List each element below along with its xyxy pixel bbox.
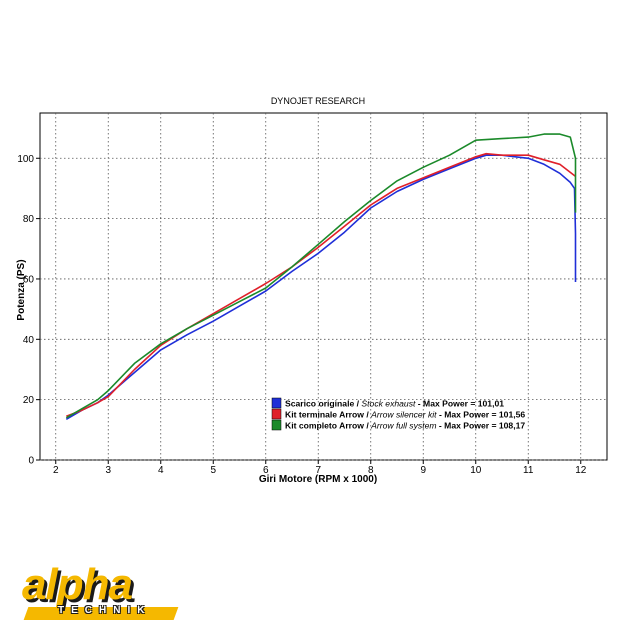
y-tick-label-100: 100	[17, 154, 34, 165]
plot-frame	[39, 112, 608, 461]
x-tick-label-12: 12	[575, 465, 587, 476]
legend-swatch-3	[271, 419, 282, 431]
series-line-2	[66, 152, 576, 417]
series-line-1	[65, 154, 577, 420]
y-tick-label-60: 60	[23, 274, 35, 285]
alpha-technik-logo: alpha TECHNIK	[16, 563, 186, 623]
y-axis-label: Potenza (PS)	[16, 259, 27, 320]
legend-label-3: Kit completo Arrow / Arrow full system -…	[285, 421, 525, 431]
series-line-3	[65, 133, 577, 419]
x-axis-label: Giri Motore (RPM x 1000)	[259, 474, 377, 485]
x-tick-label-7: 7	[315, 465, 321, 476]
x-tick-label-6: 6	[263, 465, 269, 476]
y-tick-label-0: 0	[28, 456, 34, 467]
x-tick-label-2: 2	[53, 465, 59, 476]
legend-swatch-1	[271, 397, 282, 409]
x-tick-label-5: 5	[210, 465, 216, 476]
logo-subtitle: TECHNIK	[58, 605, 152, 616]
grid	[36, 113, 607, 464]
y-tick-label-40: 40	[23, 335, 35, 346]
tick-labels: 2 3 4 5 6 7 8 9 10 11 12 0 20 40 60 80 100	[17, 154, 586, 476]
x-tick-label-3: 3	[105, 465, 111, 476]
y-tick-label-80: 80	[23, 214, 35, 225]
x-tick-label-9: 9	[420, 465, 426, 476]
series-lines	[65, 133, 577, 420]
legend-label-1: Scarico originale / Stock exhaust - Max …	[285, 399, 504, 409]
legend-swatch-2	[271, 408, 282, 420]
logo-word: alpha	[22, 560, 133, 609]
legend: Scarico originale / Stock exhaust - Max …	[271, 397, 525, 431]
x-tick-label-10: 10	[470, 465, 482, 476]
x-tick-label-4: 4	[158, 465, 164, 476]
chart-title: DYNOJET RESEARCH	[271, 96, 365, 106]
y-tick-label-20: 20	[23, 395, 35, 406]
legend-label-2: Kit terminale Arrow / Arrow silencer kit…	[285, 410, 525, 420]
x-tick-label-8: 8	[368, 465, 374, 476]
x-tick-label-11: 11	[523, 465, 534, 476]
